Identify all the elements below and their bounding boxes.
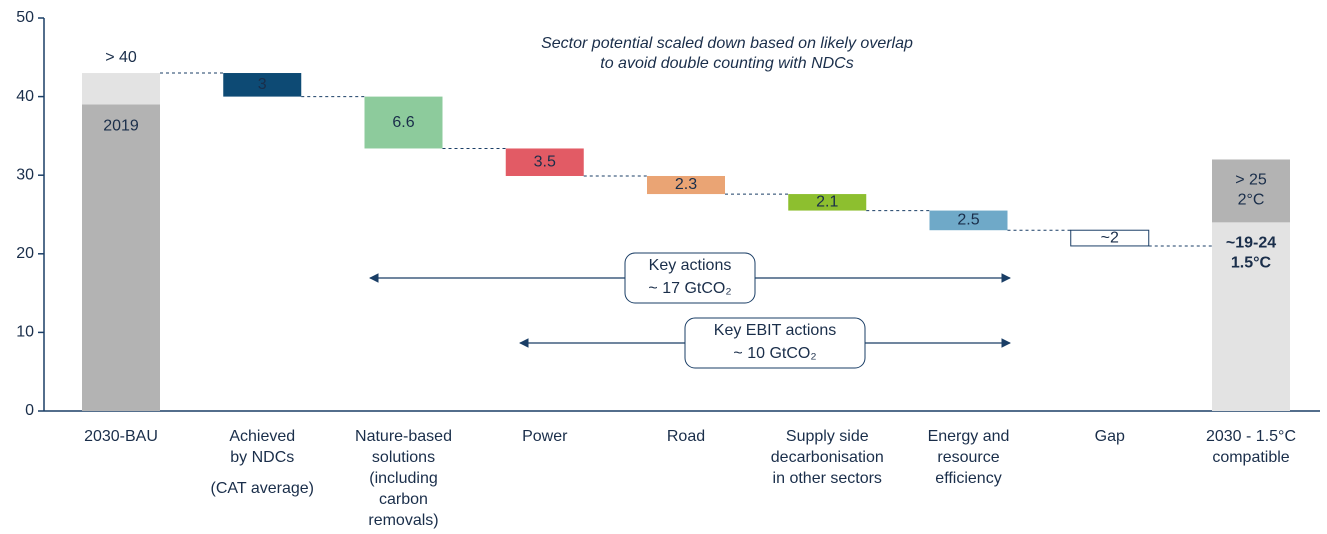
value-label: 2.1 <box>816 194 838 211</box>
segment-label: 1.5°C <box>1231 255 1272 272</box>
x-tick-label: solutions <box>372 449 435 466</box>
value-label: ~2 <box>1101 229 1119 246</box>
y-tick-label: 30 <box>16 166 34 183</box>
bar-segment <box>82 73 160 105</box>
y-tick-label: 40 <box>16 88 34 105</box>
span-label: Key EBIT actions <box>714 322 836 339</box>
value-label: 3.5 <box>534 153 556 170</box>
x-tick-label: removals) <box>368 512 438 529</box>
x-tick-label: compatible <box>1212 449 1289 466</box>
value-label: 2.3 <box>675 176 697 193</box>
segment-label: > 25 <box>1235 172 1267 189</box>
x-tick-label: (including <box>369 470 437 487</box>
y-tick-label: 0 <box>25 402 34 419</box>
x-tick-label: 2030 - 1.5°C <box>1206 428 1296 445</box>
bar <box>647 175 725 195</box>
segment-label: 2°C <box>1238 192 1265 209</box>
x-tick-label: Road <box>667 428 705 445</box>
x-tick-label: carbon <box>379 491 428 508</box>
span-box <box>624 252 756 304</box>
x-tick-label: resource <box>937 449 999 466</box>
x-tick-label: Supply side <box>786 428 869 445</box>
bar <box>929 210 1008 231</box>
y-tick-label: 10 <box>16 324 34 341</box>
annotation: Sector potential scaled down based on li… <box>541 35 913 52</box>
span-label: Key actions <box>649 257 732 274</box>
x-tick-label: Energy and <box>928 428 1010 445</box>
annotation: to avoid double counting with NDCs <box>600 55 853 72</box>
y-tick-label: 20 <box>16 245 34 262</box>
top-label: > 40 <box>105 49 137 66</box>
span-label: ~ 17 GtCO₂ <box>648 280 731 297</box>
segment-label: 2019 <box>103 118 139 135</box>
gap-bar <box>1070 229 1150 247</box>
bar-segment <box>82 104 160 412</box>
span-label: ~ 10 GtCO₂ <box>733 345 816 362</box>
x-tick-label: Gap <box>1095 428 1125 445</box>
value-label: 2.5 <box>957 212 979 229</box>
value-label: 3 <box>258 76 267 93</box>
x-tick-label: (CAT average) <box>211 480 314 497</box>
x-tick-label: Power <box>522 428 568 445</box>
value-label: 6.6 <box>392 114 414 131</box>
x-tick-label: Achieved <box>229 428 295 445</box>
x-tick-label: Nature-based <box>355 428 452 445</box>
x-tick-label: efficiency <box>935 470 1001 487</box>
span-box <box>684 317 866 369</box>
bar <box>223 73 302 97</box>
x-tick-label: 2030-BAU <box>84 428 158 445</box>
bar-segment <box>1212 159 1290 223</box>
bar <box>505 148 584 176</box>
x-tick-label: decarbonisation <box>771 449 884 466</box>
bar-segment <box>1212 222 1290 411</box>
x-tick-label: by NDCs <box>230 449 294 466</box>
y-tick-label: 50 <box>16 9 34 26</box>
segment-label: ~19-24 <box>1226 235 1276 252</box>
x-tick-label: in other sectors <box>773 470 882 487</box>
bar <box>788 194 867 211</box>
bar <box>364 96 443 149</box>
